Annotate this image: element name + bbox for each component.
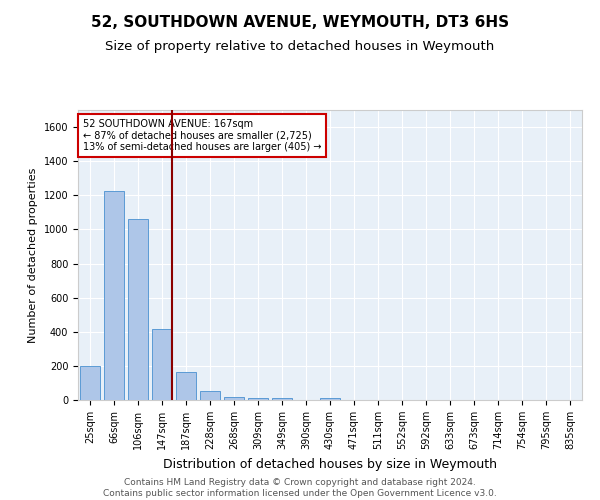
Bar bbox=[128, 219, 148, 400]
X-axis label: Distribution of detached houses by size in Weymouth: Distribution of detached houses by size … bbox=[163, 458, 497, 470]
Text: Contains HM Land Registry data © Crown copyright and database right 2024.
Contai: Contains HM Land Registry data © Crown c… bbox=[103, 478, 497, 498]
Text: Size of property relative to detached houses in Weymouth: Size of property relative to detached ho… bbox=[106, 40, 494, 53]
Bar bbox=[176, 372, 196, 400]
Text: 52 SOUTHDOWN AVENUE: 167sqm
← 87% of detached houses are smaller (2,725)
13% of : 52 SOUTHDOWN AVENUE: 167sqm ← 87% of det… bbox=[83, 118, 322, 152]
Bar bbox=[200, 392, 220, 400]
Y-axis label: Number of detached properties: Number of detached properties bbox=[28, 168, 38, 342]
Bar bbox=[248, 398, 268, 400]
Bar bbox=[80, 366, 100, 400]
Bar bbox=[224, 396, 244, 400]
Bar bbox=[320, 398, 340, 400]
Bar bbox=[104, 191, 124, 400]
Bar bbox=[152, 329, 172, 400]
Text: 52, SOUTHDOWN AVENUE, WEYMOUTH, DT3 6HS: 52, SOUTHDOWN AVENUE, WEYMOUTH, DT3 6HS bbox=[91, 15, 509, 30]
Bar bbox=[272, 398, 292, 400]
